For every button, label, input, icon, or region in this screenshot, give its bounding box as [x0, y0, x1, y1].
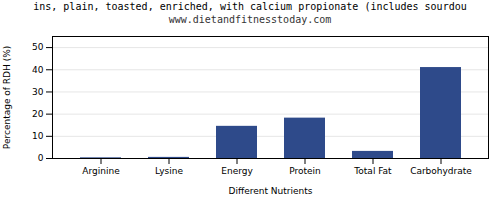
svg-text:Energy: Energy	[221, 166, 253, 176]
svg-text:Carbohydrate: Carbohydrate	[410, 166, 472, 176]
svg-text:50: 50	[32, 42, 44, 52]
svg-text:20: 20	[32, 109, 44, 119]
svg-text:Arginine: Arginine	[82, 166, 120, 176]
svg-text:0: 0	[38, 153, 44, 163]
html-text:www.dietandfitnesstoday.com: www.dietandfitnesstoday.com	[168, 14, 332, 25]
html-text:ins, plain, toasted, enriched,: ins, plain, toasted, enriched, with calc…	[33, 1, 467, 12]
svg-text:Different Nutrients: Different Nutrients	[229, 186, 313, 196]
svg-text:Percentage of RDH (%): Percentage of RDH (%)	[2, 46, 12, 149]
svg-text:Protein: Protein	[289, 166, 321, 176]
svg-text:Total Fat: Total Fat	[353, 166, 392, 176]
svg-text:Lysine: Lysine	[155, 166, 183, 176]
svg-text:10: 10	[32, 131, 44, 141]
svg-text:30: 30	[32, 87, 44, 97]
svg-text:40: 40	[32, 65, 44, 75]
